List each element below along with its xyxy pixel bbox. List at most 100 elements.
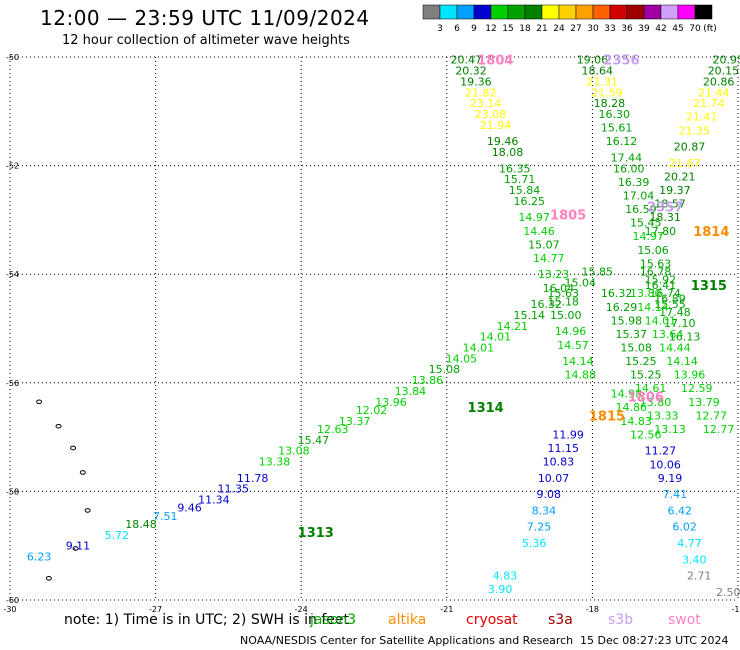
wave-height-value: 19.46 [487, 135, 519, 148]
wave-height-value: 17.04 [623, 189, 655, 202]
wave-height-value: 18.48 [125, 518, 157, 531]
wave-height-value: 13.86 [412, 374, 444, 387]
wave-height-value: 16.32 [531, 298, 563, 311]
wave-height-value: 15.06 [637, 244, 669, 257]
pass-time-label: 1805 [550, 208, 586, 223]
wave-height-value: 17.44 [611, 151, 643, 164]
x-tick-label: -18 [586, 605, 599, 614]
wave-height-value: 6.02 [672, 521, 697, 534]
wave-height-value: 17.10 [664, 317, 696, 330]
wave-height-value: 21.31 [586, 75, 618, 88]
wave-height-value: 16.12 [606, 135, 638, 148]
island-outline [70, 445, 77, 451]
wave-height-value: 18.28 [594, 97, 626, 110]
wave-height-value: 7.25 [527, 521, 552, 534]
pass-time-label: 1313 [298, 526, 334, 541]
wave-height-value: 15.07 [528, 238, 560, 251]
wave-height-value: 19.37 [659, 184, 691, 197]
wave-height-value: 16.29 [606, 301, 638, 314]
wave-height-value: 14.14 [562, 355, 594, 368]
island-outline [79, 470, 86, 475]
color-scale-label: 18 [519, 24, 531, 34]
wave-height-value: 15.08 [620, 342, 652, 355]
wave-height-value: 12.77 [696, 409, 728, 422]
wave-height-value: 18.57 [654, 198, 686, 211]
wave-height-value: 14.01 [463, 342, 495, 355]
wave-height-value: 16.41 [645, 279, 677, 292]
pass-time-label: 2356 [603, 54, 639, 69]
wave-height-value: 7.41 [663, 488, 688, 501]
color-scale-legend: 3 6 9 12 15 18 21 24 27 30 33 36 39 42 45 70 (ft) [422, 4, 717, 34]
wave-height-value: 15.37 [615, 328, 647, 341]
wave-height-value: 2.71 [687, 570, 712, 583]
satellite-legend-item: altika [388, 612, 427, 628]
x-tick-label: -24 [295, 605, 308, 614]
wave-height-value: 14.01 [480, 331, 512, 344]
footer-note: note: 1) Time is in UTC; 2) SWH is in fe… [64, 612, 350, 628]
y-tick-label: -50 [6, 53, 19, 62]
generation-timestamp: 15 Dec 08:27:23 UTC 2024 [580, 634, 729, 647]
color-scale-label: 33 [604, 24, 615, 34]
color-scale-label: 24 [553, 24, 565, 34]
wave-height-value: 14.83 [620, 415, 652, 428]
wave-height-value: 9.19 [658, 472, 683, 485]
color-scale-label: 27 [570, 24, 581, 34]
wave-height-value: 20.32 [455, 65, 487, 78]
wave-height-value: 21.59 [591, 86, 623, 99]
wave-height-value: 15.00 [550, 309, 582, 322]
wave-height-value: 16.25 [514, 195, 546, 208]
pass-time-label: 1815 [589, 409, 625, 424]
wave-height-value: 15.98 [611, 314, 643, 327]
wave-height-value: 10.83 [543, 456, 575, 469]
wave-height-value: 14.57 [557, 339, 589, 352]
wave-height-value: 10.07 [538, 472, 570, 485]
wave-height-value: 21.74 [693, 97, 725, 110]
wave-height-value: 16.74 [649, 287, 681, 300]
wave-height-value: 17.48 [659, 306, 691, 319]
wave-height-value: 19.36 [460, 75, 492, 88]
wave-height-value: 13.37 [339, 415, 371, 428]
wave-height-value: 21.41 [686, 111, 718, 124]
wave-height-value: 13.80 [630, 287, 662, 300]
wave-height-value: 13.79 [688, 396, 720, 409]
wave-height-value: 11.99 [552, 428, 584, 441]
color-scale-label: 15 [502, 24, 513, 34]
wave-height-value: 14.97 [518, 211, 550, 224]
wave-height-value: 20.21 [664, 170, 696, 183]
wave-height-value: 15.55 [654, 298, 686, 311]
wave-height-value: 14.77 [533, 252, 565, 265]
wave-height-value: 11.34 [198, 494, 230, 507]
wave-height-value: 7.51 [153, 510, 178, 523]
wave-height-value: 12.63 [317, 423, 349, 436]
wave-height-value: 14.14 [666, 355, 698, 368]
color-scale-label: 6 [454, 24, 460, 34]
wave-height-value: 16.35 [499, 162, 531, 175]
wave-height-value: 21.82 [465, 86, 497, 99]
wave-height-value: 21.35 [679, 124, 711, 137]
wave-height-value: 21.44 [698, 86, 730, 99]
wave-height-value: 13.23 [538, 268, 570, 281]
pass-time-label: 2357 [647, 200, 683, 215]
wave-height-value: 15.61 [601, 122, 633, 135]
wave-height-value: 21.67 [669, 157, 701, 170]
wave-height-value: 15.47 [298, 434, 330, 447]
color-scale-label: 45 [672, 24, 683, 34]
satellite-legend-item: s3a [548, 612, 573, 628]
wave-height-value: 16.13 [669, 331, 701, 344]
wave-height-value: 13.33 [647, 409, 679, 422]
color-scale-label: 12 [485, 24, 496, 34]
wave-height-value: 15.84 [509, 184, 541, 197]
wave-height-value: 18.08 [492, 146, 524, 159]
wave-height-value: 20.87 [674, 141, 706, 154]
wave-height-value: 21.94 [480, 119, 512, 132]
pass-time-label: 1806 [628, 390, 664, 405]
chart-title: 12:00 — 23:59 UTC 11/09/2024 [40, 6, 370, 30]
color-scale-unit: (ft) [703, 24, 717, 34]
pass-time-label: 1814 [693, 225, 729, 240]
wave-height-value: 16.04 [543, 282, 575, 295]
wave-height-value: 4.77 [677, 537, 702, 550]
wave-height-value: 15.18 [548, 295, 580, 308]
wave-height-value: 2.50 [716, 586, 740, 599]
wave-height-value: 13.80 [640, 396, 672, 409]
